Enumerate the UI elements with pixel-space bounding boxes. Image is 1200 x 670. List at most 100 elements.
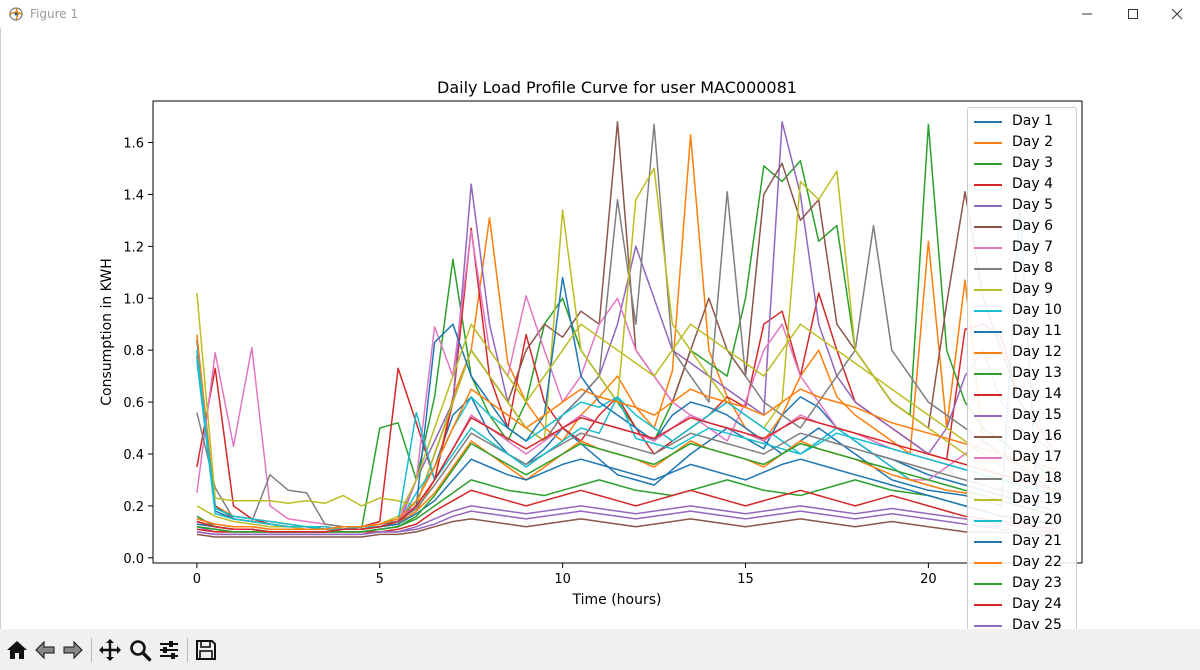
forward-arrow-icon — [63, 640, 83, 660]
legend-label: Day 23 — [1012, 575, 1062, 591]
legend-item: Day 25 — [968, 615, 1076, 629]
legend-label: Day 10 — [1012, 302, 1062, 318]
series-line-5 — [196, 121, 1057, 533]
series-line-15 — [196, 505, 1057, 536]
back-arrow-icon — [35, 640, 55, 660]
maximize-button[interactable] — [1110, 0, 1156, 28]
window-titlebar: Figure 1 — [0, 0, 1200, 28]
x-tick-label: 10 — [554, 572, 571, 587]
matplotlib-app-icon — [9, 7, 23, 21]
legend-swatch — [974, 268, 1002, 270]
legend-item: Day 5 — [968, 195, 1076, 216]
legend-swatch — [974, 226, 1002, 228]
legend-item: Day 2 — [968, 132, 1076, 153]
legend-label: Day 20 — [1012, 512, 1062, 528]
chart-title: Daily Load Profile Curve for user MAC000… — [437, 78, 797, 97]
legend-swatch — [974, 604, 1002, 606]
series-line-25 — [196, 510, 1057, 536]
legend-label: Day 1 — [1012, 113, 1054, 129]
navigation-toolbar — [0, 629, 1200, 670]
configure-subplots-button[interactable] — [156, 637, 182, 663]
legend-label: Day 19 — [1012, 491, 1062, 507]
maximize-icon — [1128, 9, 1138, 19]
y-axis-label: Consumption in KWH — [99, 258, 115, 405]
axes-frame — [152, 100, 1083, 564]
x-axis-label: Time (hours) — [572, 592, 662, 608]
legend-swatch — [974, 583, 1002, 585]
forward-button[interactable] — [60, 637, 86, 663]
legend-item: Day 3 — [968, 153, 1076, 174]
legend-swatch — [974, 205, 1002, 207]
legend-swatch — [974, 499, 1002, 501]
save-icon — [196, 640, 216, 660]
legend-item: Day 20 — [968, 510, 1076, 531]
legend-item: Day 1 — [968, 111, 1076, 132]
y-tick-label: 0.2 — [123, 500, 144, 515]
legend-label: Day 12 — [1012, 344, 1062, 360]
legend-swatch — [974, 142, 1002, 144]
legend-swatch — [974, 247, 1002, 249]
back-button[interactable] — [32, 637, 58, 663]
legend-swatch — [974, 352, 1002, 354]
legend-swatch — [974, 373, 1002, 375]
zoom-button[interactable] — [127, 637, 153, 663]
save-button[interactable] — [193, 637, 219, 663]
legend-swatch — [974, 331, 1002, 333]
legend-label: Day 21 — [1012, 533, 1062, 549]
legend-label: Day 17 — [1012, 449, 1062, 465]
legend-item: Day 13 — [968, 363, 1076, 384]
x-tick-label: 0 — [193, 572, 201, 587]
y-tick-label: 0.0 — [123, 552, 144, 567]
legend-swatch — [974, 436, 1002, 438]
legend-item: Day 18 — [968, 468, 1076, 489]
y-tick-label: 0.8 — [123, 344, 144, 359]
series-line-24 — [196, 416, 1057, 533]
legend-label: Day 15 — [1012, 407, 1062, 423]
legend-item: Day 16 — [968, 426, 1076, 447]
legend-label: Day 14 — [1012, 386, 1062, 402]
legend-label: Day 18 — [1012, 470, 1062, 486]
legend-item: Day 6 — [968, 216, 1076, 237]
minimize-button[interactable] — [1064, 0, 1110, 28]
legend-label: Day 9 — [1012, 281, 1054, 297]
legend-swatch — [974, 310, 1002, 312]
line-chart: 0 5 10 15 20 0.0 0.2 0.4 0.6 0.8 1.0 1.2 1.4 1.6 Dai… — [99, 78, 1083, 608]
legend-item: Day 8 — [968, 258, 1076, 279]
y-tick-label: 0.4 — [123, 448, 144, 463]
legend-swatch — [974, 520, 1002, 522]
series-line-8 — [196, 123, 1057, 528]
legend-item: Day 11 — [968, 321, 1076, 342]
legend-item: Day 14 — [968, 384, 1076, 405]
home-button[interactable] — [4, 637, 30, 663]
legend-swatch — [974, 457, 1002, 459]
legend-label: Day 11 — [1012, 323, 1062, 339]
pan-button[interactable] — [97, 637, 123, 663]
figure-canvas[interactable]: 0 5 10 15 20 0.0 0.2 0.4 0.6 0.8 1.0 1.2 1.4 1.6 Dai… — [0, 28, 1200, 629]
legend-item: Day 24 — [968, 594, 1076, 615]
legend-item: Day 22 — [968, 552, 1076, 573]
x-tick-label: 5 — [376, 572, 384, 587]
legend-swatch — [974, 121, 1002, 123]
series-line-23 — [196, 442, 1057, 533]
legend-swatch — [974, 562, 1002, 564]
chart-legend: Day 1 Day 2 Day 3 Day 4 Day 5 Day 6 Day 7 Day 8… — [967, 107, 1077, 629]
close-button[interactable] — [1154, 0, 1200, 28]
y-tick-label: 1.0 — [123, 292, 144, 307]
x-tick-label: 15 — [737, 572, 754, 587]
legend-swatch — [974, 184, 1002, 186]
zoom-icon — [130, 640, 152, 662]
legend-item: Day 4 — [968, 174, 1076, 195]
home-icon — [7, 641, 27, 659]
legend-label: Day 25 — [1012, 617, 1062, 629]
series-line-7 — [196, 230, 1057, 528]
close-icon — [1171, 8, 1183, 20]
window-title: Figure 1 — [30, 7, 79, 21]
toolbar-separator — [91, 638, 92, 662]
legend-swatch — [974, 478, 1002, 480]
legend-item: Day 9 — [968, 279, 1076, 300]
legend-label: Day 24 — [1012, 596, 1062, 612]
legend-label: Day 7 — [1012, 239, 1054, 255]
legend-item: Day 12 — [968, 342, 1076, 363]
legend-item: Day 7 — [968, 237, 1076, 258]
legend-item: Day 23 — [968, 573, 1076, 594]
